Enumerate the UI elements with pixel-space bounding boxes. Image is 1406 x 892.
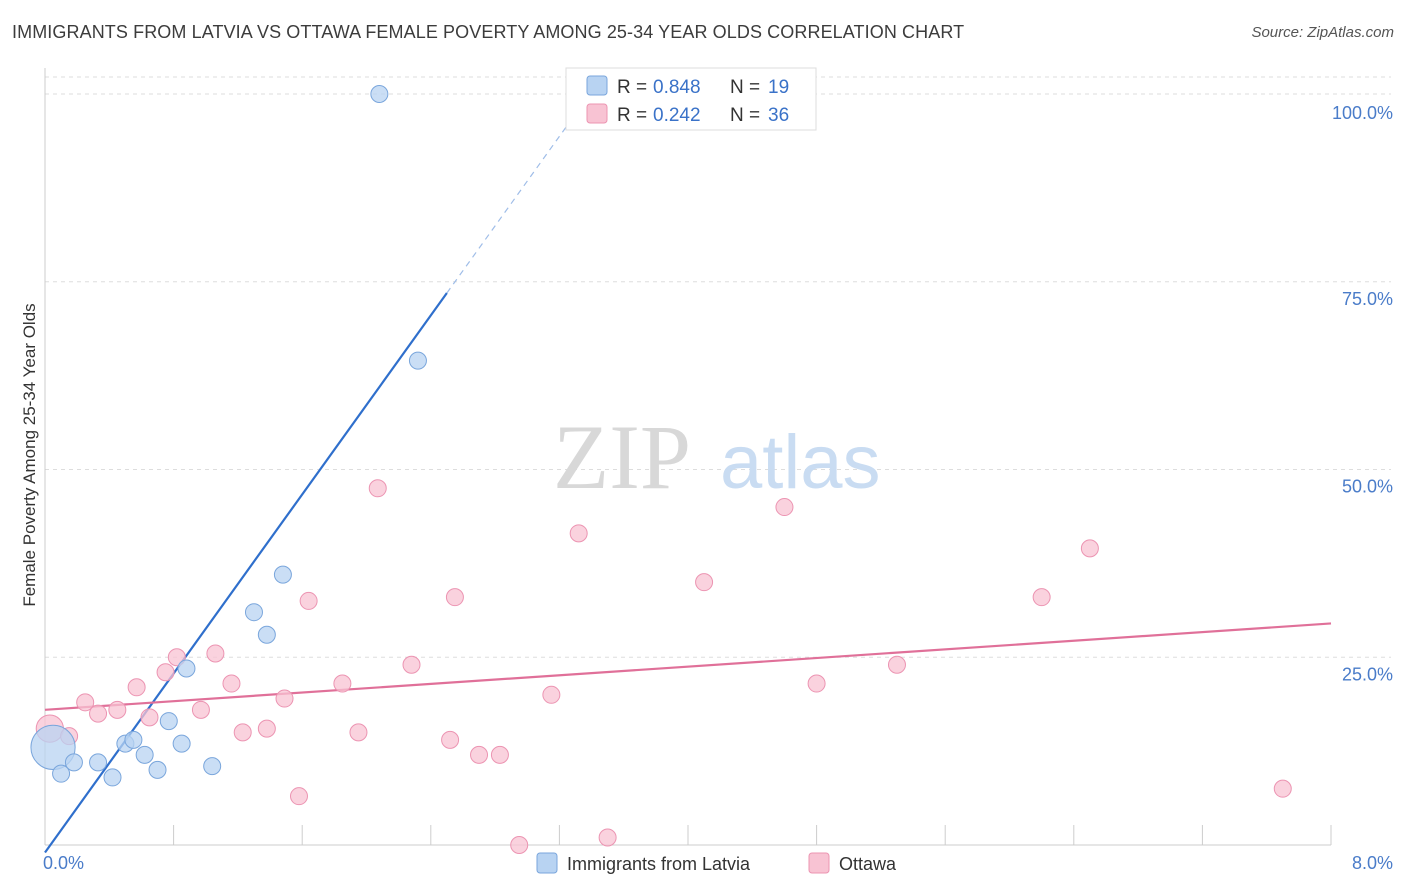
y-tick-label: 25.0% [1342,664,1393,684]
data-point-ottawa [445,588,464,607]
y-tick-label: 100.0% [1332,103,1393,123]
data-point-latvia [273,565,292,584]
data-point-ottawa [402,655,421,674]
legend-r-value-ottawa: 0.242 [653,105,701,126]
data-point-ottawa [206,644,225,663]
data-point-latvia [148,760,167,779]
legend-r-label: R = [617,77,647,98]
data-point-ottawa [441,730,460,749]
data-point-latvia [257,625,276,644]
y-axis-label: Female Poverty Among 25-34 Year Olds [20,303,39,606]
legend-r-label: R = [617,105,647,126]
data-point-ottawa [470,745,489,764]
bottom-legend-swatch-latvia [536,852,558,874]
trend-lines [44,113,1332,854]
y-tick-labels: 25.0% 50.0% 75.0% 100.0% [1332,103,1393,684]
chart-title: IMMIGRANTS FROM LATVIA VS OTTAWA FEMALE … [12,22,965,42]
data-point-latvia [159,712,178,731]
data-point-ottawa [807,674,826,693]
trend-line-ottawa [44,622,1332,711]
trend-line-latvia [44,292,448,854]
data-point-ottawa [695,573,714,592]
x-tick-label: 0.0% [43,853,84,873]
legend-swatch-latvia [586,75,608,96]
data-point-ottawa [1080,539,1099,558]
legend-swatch-ottawa [586,103,608,124]
top-legend: R = 0.848 N = 19 R = 0.242 N = 36 [565,67,817,131]
data-point-latvia [135,745,154,764]
data-point-ottawa [233,723,252,742]
data-point-latvia [408,351,427,370]
data-point-latvia [177,659,196,678]
legend-n-value-ottawa: 36 [768,105,789,126]
watermark-atlas: atlas [720,420,881,505]
data-point-ottawa [1273,779,1292,798]
legend-n-label: N = [730,105,760,126]
data-point-ottawa [108,700,127,719]
y-tick-label: 50.0% [1342,477,1393,497]
data-point-ottawa [542,685,561,704]
data-point-latvia [172,734,191,753]
data-point-ottawa [368,479,387,498]
data-point-ottawa [510,836,529,854]
data-point-ottawa [140,708,159,727]
data-point-ottawa [89,704,108,723]
data-point-ottawa [299,591,318,610]
data-point-ottawa [222,674,241,693]
bottom-legend-swatch-ottawa [808,852,830,874]
data-point-latvia [370,85,389,104]
data-point-ottawa [349,723,368,742]
source-label: Source: ZipAtlas.com [1251,24,1394,41]
data-point-ottawa [127,678,146,697]
data-point-ottawa [598,828,617,847]
data-point-ottawa [156,663,175,682]
legend-n-value-latvia: 19 [768,77,789,98]
data-point-latvia [89,753,108,772]
legend-r-value-latvia: 0.848 [653,77,701,98]
data-point-ottawa [191,700,210,719]
data-point-latvia [103,768,122,787]
bottom-legend-label-ottawa: Ottawa [839,854,897,874]
y-tick-label: 75.0% [1342,289,1393,309]
data-points [30,85,1292,854]
data-point-latvia [244,603,263,622]
data-point-ottawa [289,787,308,806]
data-point-ottawa [490,745,509,764]
data-point-ottawa [76,693,95,712]
bottom-legend: Immigrants from Latvia Ottawa [536,852,897,874]
data-point-ottawa [887,655,906,674]
data-point-ottawa [333,674,352,693]
data-point-latvia [124,730,143,749]
data-point-latvia [64,753,83,772]
legend-n-label: N = [730,77,760,98]
data-point-ottawa [775,498,794,517]
x-tick-labels: 0.0% 8.0% [43,853,1393,873]
x-tick-label: 8.0% [1352,853,1393,873]
data-point-ottawa [569,524,588,543]
bottom-legend-label-latvia: Immigrants from Latvia [567,854,751,874]
data-point-latvia [52,764,71,783]
data-point-latvia [203,757,222,776]
data-point-ottawa [275,689,294,708]
watermark-zip: ZIP [553,406,691,508]
data-point-latvia [30,724,76,770]
data-point-ottawa [1032,588,1051,607]
data-point-ottawa [257,719,276,738]
trend-line-latvia-extension [446,113,576,294]
